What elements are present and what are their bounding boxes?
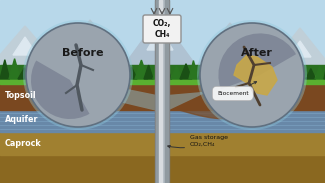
Bar: [156, 0, 168, 183]
Polygon shape: [306, 69, 316, 79]
Polygon shape: [297, 62, 306, 79]
Polygon shape: [48, 85, 157, 111]
Polygon shape: [260, 28, 325, 78]
Polygon shape: [219, 34, 241, 53]
Text: Gas storage
CO₂,CH₄: Gas storage CO₂,CH₄: [168, 135, 228, 148]
Text: Aquifer: Aquifer: [5, 115, 38, 124]
Polygon shape: [27, 60, 39, 79]
Polygon shape: [188, 23, 272, 78]
Bar: [165, 0, 168, 183]
Text: After: After: [241, 48, 273, 58]
Bar: [156, 0, 159, 183]
Polygon shape: [315, 66, 324, 79]
Polygon shape: [324, 59, 325, 79]
Circle shape: [23, 20, 133, 130]
Polygon shape: [189, 61, 198, 79]
Polygon shape: [99, 57, 111, 79]
Circle shape: [197, 20, 307, 130]
Polygon shape: [47, 20, 133, 78]
Polygon shape: [198, 59, 210, 79]
Text: Caprock: Caprock: [5, 139, 42, 147]
Polygon shape: [288, 61, 298, 79]
Polygon shape: [243, 61, 255, 79]
Circle shape: [26, 23, 130, 127]
Polygon shape: [115, 16, 205, 78]
Polygon shape: [261, 67, 269, 79]
Polygon shape: [234, 55, 277, 95]
Polygon shape: [234, 59, 245, 79]
Bar: [0, 76, 325, 84]
Polygon shape: [180, 64, 192, 79]
Polygon shape: [9, 59, 20, 79]
Bar: [0, 0, 325, 88]
Polygon shape: [90, 60, 99, 79]
Polygon shape: [36, 68, 46, 79]
Polygon shape: [135, 60, 148, 79]
Polygon shape: [147, 28, 173, 50]
Wedge shape: [218, 33, 296, 89]
Polygon shape: [45, 65, 58, 79]
Bar: [0, 108, 325, 132]
Text: Biocement: Biocement: [217, 82, 256, 96]
Polygon shape: [63, 64, 72, 79]
Polygon shape: [167, 85, 282, 111]
Polygon shape: [117, 63, 124, 79]
Polygon shape: [81, 59, 92, 79]
Polygon shape: [79, 33, 101, 53]
Polygon shape: [252, 64, 262, 79]
Polygon shape: [225, 67, 232, 79]
Polygon shape: [18, 68, 31, 79]
Bar: [0, 153, 325, 183]
Polygon shape: [207, 64, 216, 79]
Polygon shape: [108, 60, 116, 79]
Bar: [0, 130, 325, 155]
Polygon shape: [270, 61, 280, 79]
Wedge shape: [31, 61, 89, 119]
Polygon shape: [126, 67, 137, 79]
Polygon shape: [0, 60, 10, 79]
Bar: [0, 82, 325, 110]
Polygon shape: [72, 62, 79, 79]
Text: CO₂,
CH₄: CO₂, CH₄: [153, 19, 171, 39]
Bar: [0, 65, 325, 79]
Polygon shape: [162, 68, 172, 79]
Circle shape: [200, 23, 304, 127]
Polygon shape: [0, 26, 70, 78]
Text: Topsoil: Topsoil: [5, 92, 37, 100]
Polygon shape: [279, 62, 291, 79]
Polygon shape: [216, 61, 224, 79]
Text: Before: Before: [62, 48, 104, 58]
Polygon shape: [153, 63, 161, 79]
FancyBboxPatch shape: [143, 15, 181, 43]
Polygon shape: [171, 66, 182, 79]
Polygon shape: [54, 61, 66, 79]
Bar: [155, 0, 169, 183]
Polygon shape: [289, 41, 311, 57]
Polygon shape: [144, 65, 153, 79]
Bar: [159, 0, 162, 183]
Polygon shape: [13, 37, 37, 55]
